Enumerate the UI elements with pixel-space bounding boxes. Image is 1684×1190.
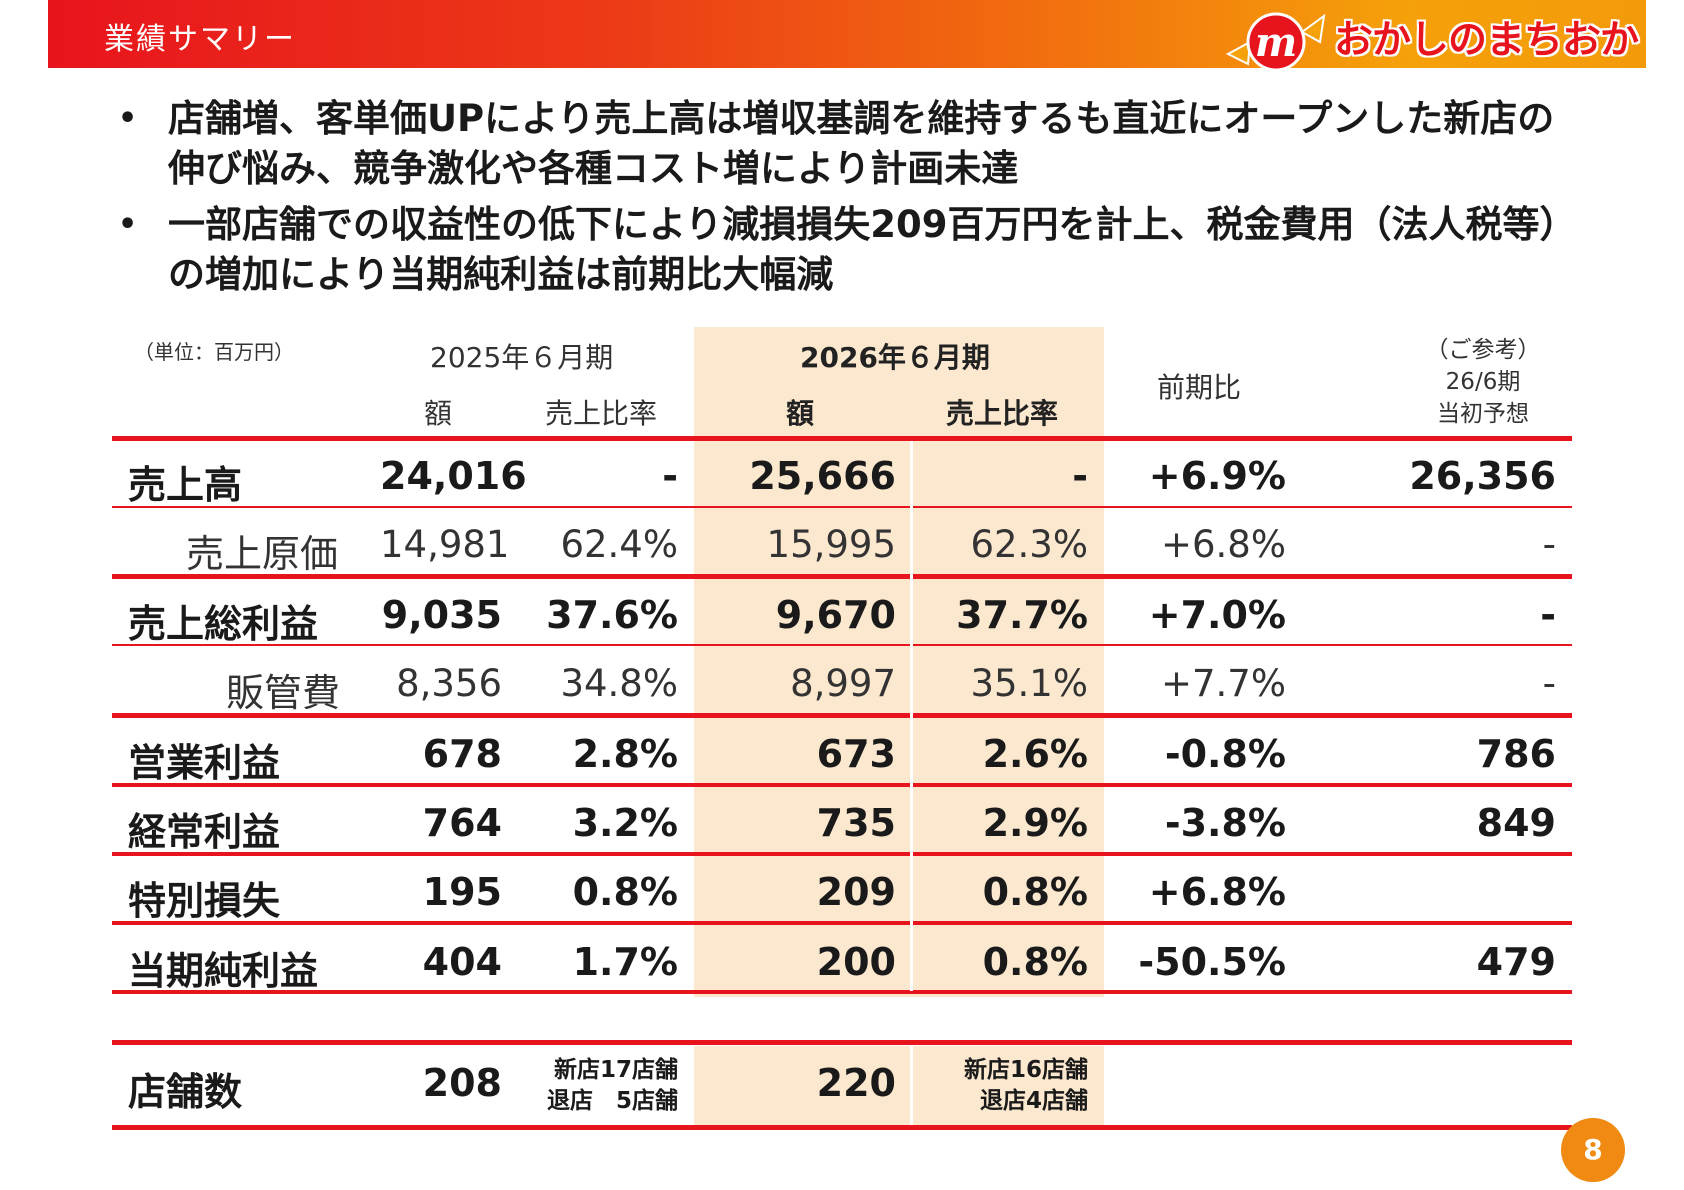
cell-prev-ratio: 2.8% — [572, 732, 678, 776]
row-label: 販管費 — [226, 671, 341, 715]
cell-curr-ratio: 35.1% — [970, 662, 1088, 705]
cell-forecast: 26,356 — [1409, 454, 1556, 498]
stores-prev-count: 208 — [422, 1061, 502, 1105]
unit-label: （単位：百万円） — [134, 340, 294, 364]
row-label: 経常利益 — [128, 810, 281, 854]
candy-icon: m — [1225, 12, 1326, 72]
cell-yoy: +6.9% — [1148, 454, 1286, 498]
row-divider — [112, 921, 1572, 925]
cell-forecast: 849 — [1476, 801, 1556, 845]
column-separator — [910, 441, 913, 991]
page-number: 8 — [1561, 1118, 1625, 1182]
cell-yoy: +6.8% — [1160, 523, 1286, 566]
bullet-item: • 一部店舗での収益性の低下により減損損失209百万円を計上、税金費用（法人税等… — [118, 200, 1568, 300]
cell-forecast: 786 — [1476, 732, 1556, 776]
row-label: 当期純利益 — [128, 949, 319, 993]
cell-curr-ratio: 0.8% — [982, 870, 1088, 914]
forecast-header: （ご参考） 26/6期 当初予想 — [1425, 337, 1541, 427]
svg-text:m: m — [1255, 19, 1297, 66]
cell-prev-ratio: 37.6% — [546, 593, 678, 637]
row-divider — [112, 783, 1572, 787]
cell-prev-ratio: 1.7% — [572, 940, 678, 984]
row-divider — [112, 436, 1572, 441]
stores-curr-count: 220 — [816, 1061, 896, 1105]
cell-prev-amt: 8,356 — [396, 662, 502, 705]
stores-curr-note: 新店16店舗 退店4店舗 — [963, 1057, 1088, 1114]
row-divider — [112, 990, 1572, 994]
bullet-item: • 店舗増、客単価UPにより売上高は増収基調を維持するも直近にオープンした新店の… — [118, 94, 1568, 194]
cell-prev-amt: 24,016 — [380, 454, 527, 498]
cell-forecast: - — [1542, 662, 1556, 705]
cell-prev-ratio: - — [662, 454, 678, 498]
row-label: 営業利益 — [128, 741, 281, 785]
cell-prev-ratio: 34.8% — [560, 662, 678, 705]
row-divider — [112, 506, 1572, 508]
cell-curr-ratio: 0.8% — [982, 940, 1088, 984]
cell-curr-ratio: 62.3% — [970, 523, 1088, 566]
cell-curr-amt: 9,670 — [775, 593, 896, 637]
current-period-highlight-stores — [694, 1046, 1104, 1126]
cell-curr-ratio: - — [1072, 454, 1088, 498]
cell-yoy: -0.8% — [1164, 732, 1286, 776]
row-label: 特別損失 — [128, 879, 281, 923]
cell-prev-amt: 9,035 — [381, 593, 502, 637]
cell-curr-ratio: 2.6% — [982, 732, 1088, 776]
cell-prev-ratio: 3.2% — [572, 801, 678, 845]
prev-ratio-header: 売上比率 — [545, 397, 658, 430]
cell-yoy: +7.7% — [1160, 662, 1286, 705]
cell-curr-amt: 735 — [816, 801, 896, 845]
curr-amount-header: 額 — [786, 397, 815, 430]
row-divider — [112, 574, 1572, 579]
cell-prev-amt: 404 — [422, 940, 502, 984]
cell-curr-amt: 25,666 — [749, 454, 896, 498]
row-label: 売上総利益 — [128, 602, 319, 646]
cell-curr-ratio: 2.9% — [982, 801, 1088, 845]
cell-yoy: +7.0% — [1148, 593, 1286, 637]
curr-ratio-header: 売上比率 — [946, 397, 1059, 430]
cell-yoy: -50.5% — [1138, 940, 1286, 984]
cell-curr-ratio: 37.7% — [956, 593, 1088, 637]
cell-curr-amt: 15,995 — [766, 523, 896, 566]
prev-period-header: 2025年６月期 — [430, 341, 614, 374]
cell-curr-amt: 200 — [816, 940, 896, 984]
row-label: 売上高 — [128, 463, 243, 507]
cell-prev-amt: 14,981 — [380, 523, 510, 566]
stores-prev-note: 新店17店舗 退店 5店舗 — [546, 1057, 678, 1114]
cell-forecast: - — [1540, 593, 1556, 637]
cell-prev-ratio: 0.8% — [572, 870, 678, 914]
brand-logo: m おかしのまちおか — [1220, 2, 1639, 72]
summary-bullets: • 店舗増、客単価UPにより売上高は増収基調を維持するも直近にオープンした新店の… — [118, 94, 1568, 306]
row-divider — [112, 713, 1572, 718]
column-separator — [910, 1045, 913, 1125]
cell-yoy: -3.8% — [1164, 801, 1286, 845]
cell-prev-amt: 195 — [422, 870, 502, 914]
cell-curr-amt: 209 — [816, 870, 896, 914]
row-divider — [112, 644, 1572, 646]
cell-forecast: 479 — [1476, 940, 1556, 984]
row-divider — [112, 1125, 1572, 1130]
cell-prev-amt: 764 — [422, 801, 502, 845]
prev-amount-header: 額 — [424, 397, 453, 430]
cell-prev-amt: 678 — [422, 732, 502, 776]
header-band: 業績サマリー — [48, 0, 1646, 68]
cell-yoy: +6.8% — [1148, 870, 1286, 914]
cell-prev-ratio: 62.4% — [560, 523, 678, 566]
cell-curr-amt: 8,997 — [790, 662, 896, 705]
cell-curr-amt: 673 — [816, 732, 896, 776]
yoy-header: 前期比 — [1157, 371, 1242, 404]
cell-forecast: - — [1542, 523, 1556, 566]
row-divider — [112, 852, 1572, 856]
stores-label: 店舗数 — [128, 1070, 243, 1114]
bullet-dot-icon: • — [118, 101, 138, 136]
bullet-dot-icon: • — [118, 207, 138, 242]
row-label: 売上原価 — [186, 532, 339, 576]
curr-period-header: 2026年６月期 — [800, 341, 990, 374]
row-divider — [112, 1040, 1572, 1045]
brand-name: おかしのまちおか — [1333, 18, 1639, 63]
page-title: 業績サマリー — [104, 22, 296, 57]
